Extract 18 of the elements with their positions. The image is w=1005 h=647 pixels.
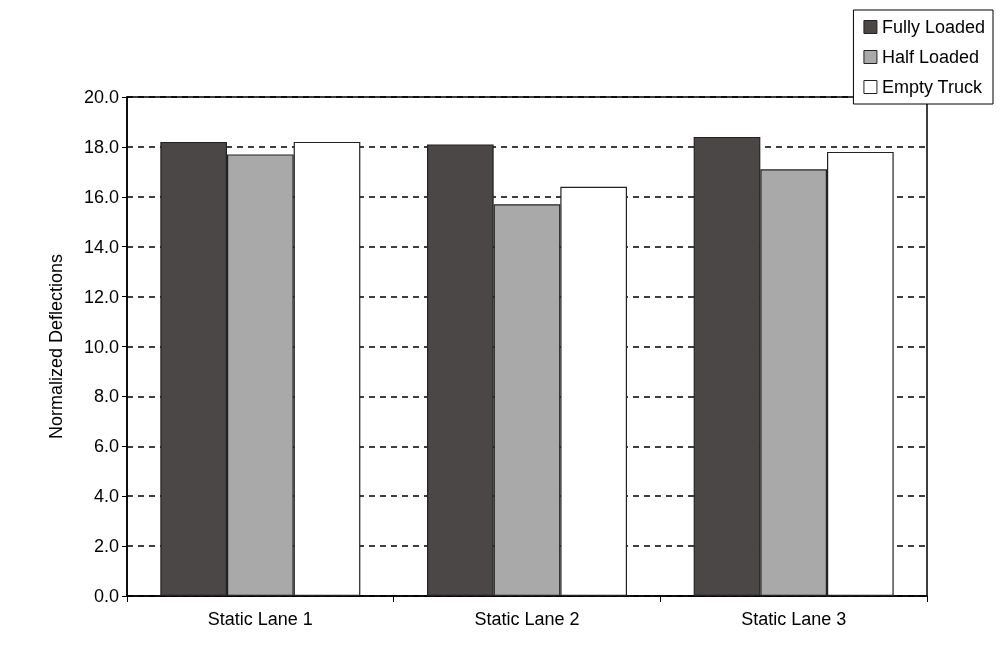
y-tick-label: 0.0 — [93, 586, 119, 606]
legend-label: Half Loaded — [881, 47, 980, 67]
x-tick-label: Static Lane 2 — [474, 609, 580, 629]
y-tick-label: 2.0 — [93, 536, 119, 557]
x-tick-label: Static Lane 1 — [207, 609, 313, 629]
y-tick-label: 4.0 — [93, 486, 119, 507]
x-tick-label: Static Lane 3 — [741, 609, 847, 629]
y-axis-title: Normalized Deflections — [46, 253, 66, 440]
y-tick-label: 20.0 — [83, 87, 119, 107]
y-tick-label: 8.0 — [93, 386, 119, 407]
legend-label: Empty Truck — [881, 77, 983, 97]
y-tick-label: 6.0 — [93, 436, 119, 457]
y-tick-label: 10.0 — [83, 336, 119, 357]
y-tick-label: 16.0 — [83, 186, 119, 207]
y-tick-label: 12.0 — [83, 286, 119, 307]
y-tick-label: 14.0 — [83, 236, 119, 257]
legend-label: Fully Loaded — [881, 17, 986, 37]
y-tick-label: 18.0 — [83, 136, 119, 157]
